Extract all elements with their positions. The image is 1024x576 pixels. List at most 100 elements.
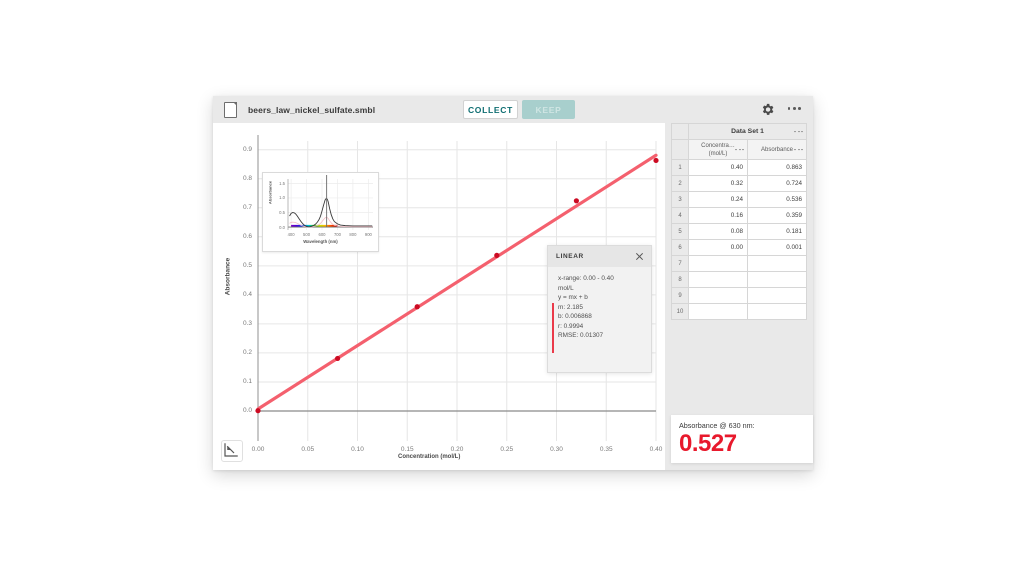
table-row[interactable]: 7 [671,255,807,272]
row-number: 4 [671,207,689,224]
inset-x-axis-title: Wavelength (nm) [303,239,338,244]
fit-stat-line: y = mx + b [558,294,588,301]
inset-chart-canvas [287,175,373,230]
column-header-line1: Concentra… [701,142,735,149]
graph-tools-button[interactable] [221,440,243,462]
table-row[interactable]: 6 0.00 0.001 [671,239,807,256]
inset-y-tick-label: 1.5 [279,180,285,186]
y-tick-label: 0.6 [242,232,252,240]
file-name-label: beers_law_nickel_sulfate.smbl [248,104,376,115]
cell-absorbance[interactable]: 0.181 [747,223,807,240]
cell-absorbance[interactable]: 0.863 [747,159,807,176]
cell-concentration[interactable]: 0.00 [688,239,748,256]
meter-readout: Absorbance @ 630 nm: 0.527 [671,415,813,463]
overflow-menu-icon[interactable] [787,107,801,110]
x-tick-label: 0.35 [599,446,613,453]
cell-concentration[interactable]: 0.24 [688,191,748,208]
column-header-line2: (mol/L) [708,150,728,157]
main-chart[interactable]: Absorbance Concentration (mol/L) 0.0 0.1 0… [213,123,665,470]
title-bar: beers_law_nickel_sulfate.smbl COLLECT KE… [213,96,813,123]
dataset-title[interactable]: Data Set 1 [688,123,807,140]
dataset-title-label: Data Set 1 [731,128,764,135]
rownum-corner [671,123,689,140]
y-tick-label: 0.8 [242,174,252,182]
y-tick-label: 0.1 [242,377,252,385]
inset-y-axis-title: Absorbance [267,180,273,205]
inset-x-tick-label: 900 [364,232,372,237]
cell-absorbance[interactable] [747,287,807,304]
table-row[interactable]: 10 [671,303,807,320]
x-tick-label: 0.25 [500,446,514,453]
cell-concentration[interactable] [688,271,748,288]
cell-absorbance[interactable]: 0.724 [747,175,807,192]
row-number: 2 [671,175,689,192]
row-number: 9 [671,287,689,304]
table-body: 1 0.40 0.863 2 0.32 0.724 3 0.24 0.536 4 0.16 0.359… [671,159,807,320]
cell-concentration[interactable]: 0.08 [688,223,748,240]
inset-x-tick-label: 500 [303,232,311,237]
table-row[interactable]: 5 0.08 0.181 [671,223,807,240]
table-row[interactable]: 1 0.40 0.863 [671,159,807,176]
inset-y-tick-label: 0.5 [279,210,285,215]
table-row[interactable]: 4 0.16 0.359 [671,207,807,224]
cell-absorbance[interactable]: 0.001 [747,239,807,256]
row-number: 5 [671,223,689,240]
y-tick-label: 0.7 [242,203,252,211]
row-number: 7 [671,255,689,272]
cell-concentration[interactable] [688,303,748,320]
fit-stat-line: RMSE: 0.01307 [558,332,604,339]
linear-fit-header: LINEAR [548,246,651,267]
x-tick-label: 0.05 [301,446,315,453]
inset-spectrum-chart[interactable]: Absorbance Wavelength (nm) 0.0 0.5 1.0 1.5 … [262,172,379,252]
cell-absorbance[interactable]: 0.536 [747,191,807,208]
fit-stat-line: x-range: 0.00 - 0.40 [558,275,614,282]
overflow-dot [798,107,801,110]
table-row[interactable]: 3 0.24 0.536 [671,191,807,208]
inset-y-tick-label: 0.0 [279,224,285,230]
cell-absorbance[interactable] [747,255,807,272]
fit-stat-line: r: 0.9994 [558,322,584,330]
cell-concentration[interactable] [688,287,748,304]
column-header-absorbance[interactable]: Absorbance [747,139,807,160]
linear-fit-body: x-range: 0.00 - 0.40 mol/L y = mx + b m:… [548,267,651,372]
linear-fit-popup[interactable]: LINEAR x-range: 0.00 - 0.40 mol/L y = mx… [547,245,652,373]
cell-concentration[interactable] [688,255,748,272]
cell-concentration[interactable]: 0.32 [688,175,748,192]
dataset-menu-icon[interactable] [794,130,803,133]
overflow-dot [792,107,796,110]
row-number: 8 [671,271,689,288]
column-header-concentration[interactable]: Concentra… (mol/L) [688,139,748,160]
y-tick-label: 0.4 [242,290,252,298]
app-window: beers_law_nickel_sulfate.smbl COLLECT KE… [213,96,813,470]
fit-accent-bar [552,303,554,353]
close-icon[interactable] [635,252,644,261]
x-tick-label: 0.20 [450,446,464,453]
x-tick-label: 0.10 [351,446,364,453]
table-row[interactable]: 8 [671,271,807,288]
data-table[interactable]: Data Set 1 Concentra… (mol/L) Absorbance [671,123,807,320]
x-tick-label: 0.00 [251,446,265,453]
table-row[interactable]: 2 0.32 0.724 [671,175,807,192]
document-icon [224,101,237,118]
column-menu-icon[interactable] [794,148,803,151]
y-tick-label: 0.0 [242,407,252,414]
row-number: 1 [671,159,689,176]
inset-y-tick-label: 1.0 [279,195,285,201]
row-number: 3 [671,191,689,208]
keep-button[interactable]: KEEP [522,100,575,119]
x-tick-label: 0.30 [550,446,563,453]
cell-concentration[interactable]: 0.40 [688,159,748,176]
collect-button[interactable]: COLLECT [463,100,518,119]
cell-absorbance[interactable]: 0.359 [747,207,807,224]
meter-value: 0.527 [679,430,737,457]
x-tick-label: 0.40 [649,446,663,453]
rownum-header [671,139,689,160]
cell-absorbance[interactable] [747,271,807,288]
table-row[interactable]: 9 [671,287,807,304]
gear-icon[interactable] [760,102,775,117]
cell-concentration[interactable]: 0.16 [688,207,748,224]
x-tick-label: 0.15 [400,446,414,453]
fit-stat-line: m: 2.185 [558,303,583,311]
cell-absorbance[interactable] [747,303,807,320]
column-menu-icon[interactable] [735,148,744,151]
